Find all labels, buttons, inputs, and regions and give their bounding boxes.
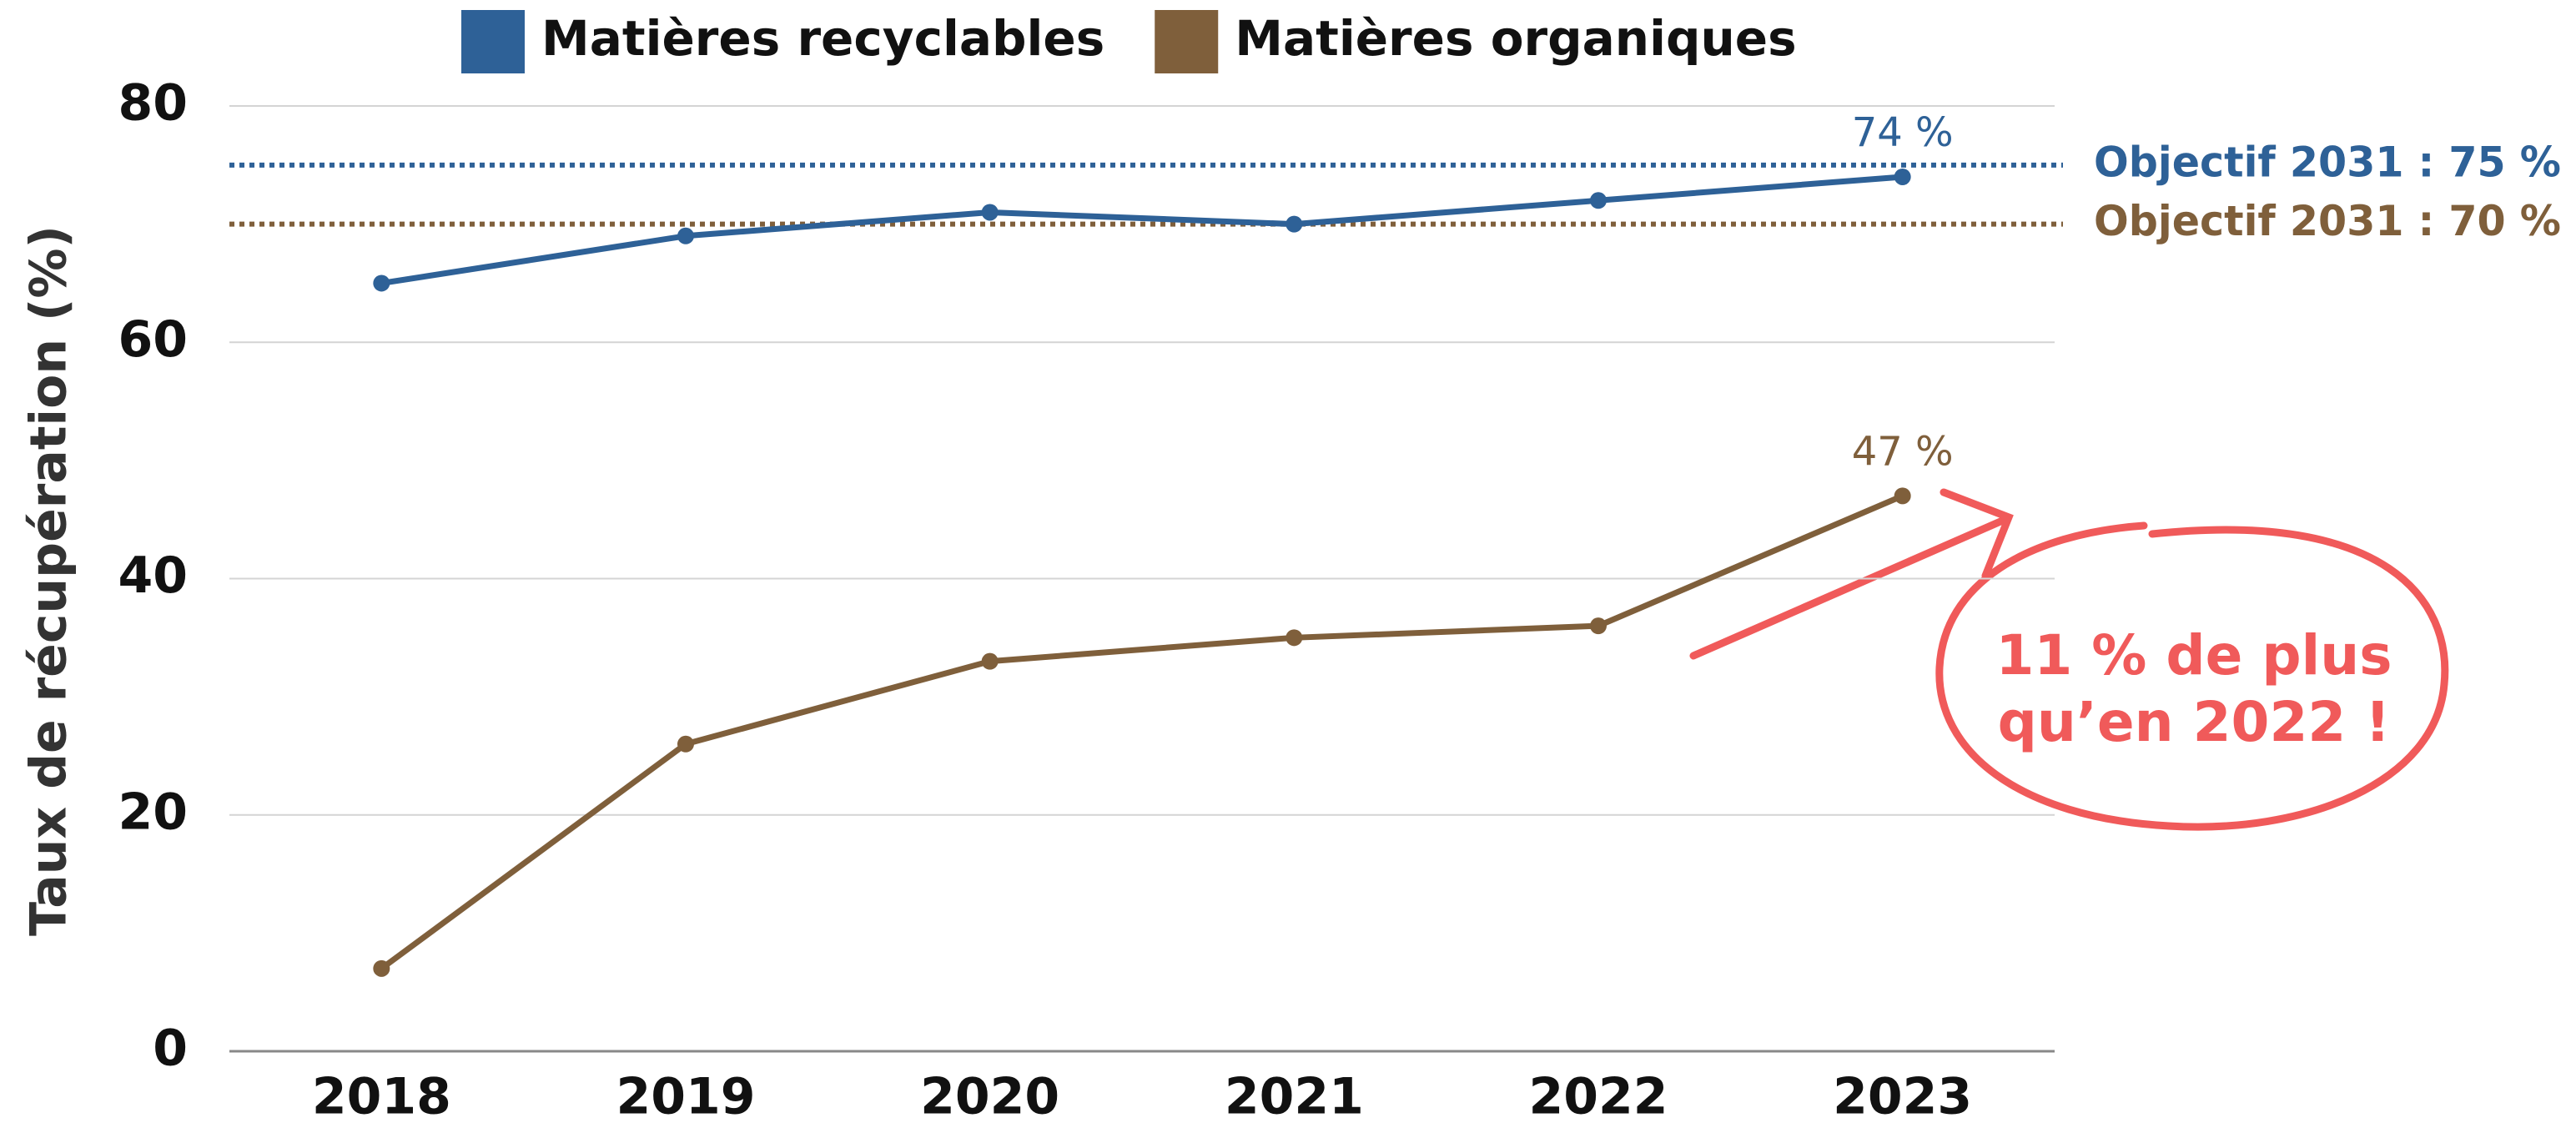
x-tick-label: 2023 [1833,1068,1972,1126]
data-point [982,204,999,220]
data-point [677,736,694,753]
data-point [982,653,999,670]
x-tick-label: 2019 [616,1068,756,1126]
series-line [381,177,1902,283]
legend-swatch [1155,10,1218,73]
data-point [373,274,390,291]
series-line [381,496,1902,969]
y-axis-label: Taux de récupération (%) [20,225,78,936]
legend-swatch [461,10,525,73]
data-point [1894,169,1911,185]
data-point [677,228,694,244]
y-tick-label: 80 [118,74,189,133]
target-label: Objectif 2031 : 75 % [2094,138,2561,186]
chart: Taux de récupération (%) 0 20 40 60 80 2018 20… [0,0,2576,1128]
data-point [1590,192,1607,209]
y-tick-label: 20 [118,783,189,841]
legend-label: Matières organiques [1235,10,1796,67]
annotation-arrow [1693,519,2006,656]
legend-label: Matières recyclables [541,10,1104,67]
y-tick-label: 0 [153,1020,188,1078]
data-label: 47 % [1852,428,1954,475]
target-label: Objectif 2031 : 70 % [2094,197,2561,245]
data-point [1285,216,1302,233]
x-tick-label: 2022 [1529,1068,1668,1126]
y-tick-label: 40 [118,546,189,605]
annotation-text: 11 % de plus [1995,623,2392,687]
data-point [1590,617,1607,634]
x-tick-label: 2018 [312,1068,451,1126]
data-point [1285,629,1302,646]
x-tick-label: 2021 [1225,1068,1364,1126]
data-label: 74 % [1852,109,1954,156]
data-point [373,960,390,977]
data-point [1894,487,1911,504]
annotation-text: qu’en 2022 ! [1998,690,2391,754]
y-tick-label: 60 [118,310,189,369]
x-tick-label: 2020 [920,1068,1059,1126]
